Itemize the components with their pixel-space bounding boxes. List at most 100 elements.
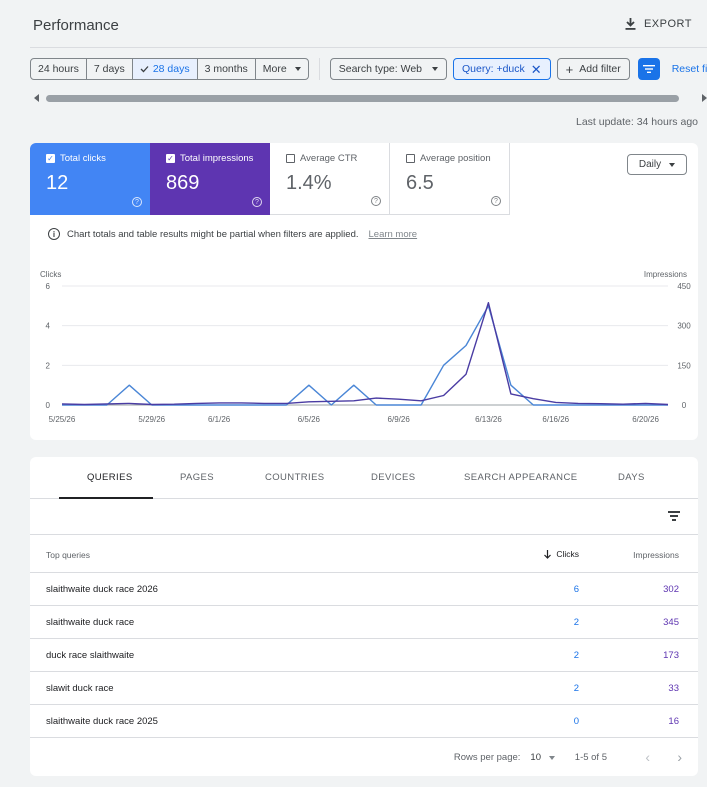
metric-value: 1.4% [286, 172, 332, 194]
tab-countries[interactable]: COUNTRIES [265, 472, 325, 483]
caret-down-icon [549, 755, 555, 760]
caret-down-icon [294, 67, 301, 71]
add-filter-label: Add filter [579, 63, 621, 75]
granularity-dropdown[interactable]: Daily [627, 154, 687, 175]
checkmark-icon [140, 66, 149, 73]
tab-devices[interactable]: DEVICES [371, 472, 416, 483]
series-line-clicks [62, 305, 668, 406]
scrollbar-thumb[interactable] [46, 95, 679, 102]
x-tick-label: 5/29/26 [138, 415, 165, 424]
arrow-down-icon [544, 549, 552, 559]
query-cell: duck race slaithwaite [46, 650, 135, 661]
metric-total-impressions[interactable]: ✓ Total impressions 869 ? [150, 143, 270, 215]
table-toolbar [30, 499, 698, 535]
x-tick-label: 6/16/26 [542, 415, 569, 424]
y-left-axis-label: Clicks [40, 270, 61, 279]
export-label: EXPORT [643, 18, 692, 30]
checkbox-icon[interactable]: ✓ [46, 153, 55, 163]
query-cell: slaithwaite duck race [46, 617, 135, 628]
query-cell: slawit duck race [46, 683, 114, 694]
y-right-tick-label: 300 [677, 322, 691, 331]
metric-label: Total clicks [60, 153, 106, 164]
table-row[interactable]: duck race slaithwaite 2 173 [30, 639, 698, 672]
learn-more-link[interactable]: Learn more [368, 228, 418, 240]
help-icon[interactable]: ? [371, 196, 381, 206]
close-icon[interactable]: ✕ [530, 61, 542, 77]
metric-value: 869 [166, 172, 200, 194]
rows-per-page-select[interactable]: 10 [530, 752, 555, 763]
x-tick-label: 6/13/26 [475, 415, 502, 424]
metric-label: Average CTR [300, 153, 358, 164]
x-tick-label: 5/25/26 [49, 415, 76, 424]
metric-total-clicks[interactable]: ✓ Total clicks 12 ? [30, 143, 150, 215]
x-tick-label: 6/1/26 [208, 415, 231, 424]
add-filter-button[interactable]: + Add filter [556, 58, 630, 80]
search-type-chip[interactable]: Search type: Web [329, 58, 448, 80]
filter-rows-icon[interactable] [668, 511, 680, 521]
metric-average-ctr[interactable]: Average CTR 1.4% ? [270, 143, 390, 215]
y-left-tick-label: 4 [46, 322, 51, 331]
impressions-cell: 33 [668, 683, 679, 694]
filter-settings-button[interactable] [637, 58, 660, 80]
date-range-28-days[interactable]: 28 days [132, 59, 198, 79]
scroll-left-icon[interactable] [34, 94, 39, 102]
scroll-right-icon[interactable] [702, 94, 707, 102]
download-icon [625, 18, 636, 30]
x-tick-label: 6/5/26 [298, 415, 321, 424]
date-range-more-label: More [262, 63, 287, 75]
query-cell: slaithwaite duck race 2025 [46, 716, 158, 727]
chevron-left-icon[interactable]: ‹ [645, 749, 650, 765]
export-button[interactable]: EXPORT [625, 18, 692, 30]
date-range-more[interactable]: More [256, 59, 308, 79]
tab-queries[interactable]: QUERIES [87, 472, 133, 483]
column-header-impressions[interactable]: Impressions [633, 550, 679, 560]
impressions-cell: 16 [668, 716, 679, 727]
chevron-right-icon[interactable]: › [677, 749, 682, 765]
checkbox-icon[interactable] [406, 154, 415, 163]
reset-filters-link[interactable]: Reset filte [671, 63, 707, 75]
date-range-3-months[interactable]: 3 months [198, 59, 256, 79]
tab-search-appearance[interactable]: SEARCH APPEARANCE [464, 472, 578, 483]
checkbox-icon[interactable] [286, 154, 295, 163]
column-header-query[interactable]: Top queries [46, 550, 90, 560]
search-type-label: Search type: Web [338, 63, 423, 75]
rows-per-page-label: Rows per page: [453, 752, 521, 763]
date-range-24-hours[interactable]: 24 hours [31, 59, 87, 79]
help-icon[interactable]: ? [491, 196, 501, 206]
clicks-cell: 0 [573, 716, 579, 727]
filter-divider [318, 58, 320, 80]
horizontal-scrollbar[interactable] [32, 91, 707, 105]
query-cell: slaithwaite duck race 2026 [46, 584, 158, 595]
performance-line-chart: 0 2 4 6 0 150 300 450 Clicks Impressions 5/25/26 5/… [40, 270, 691, 424]
metric-label: Total impressions [180, 153, 254, 164]
tab-pages[interactable]: PAGES [180, 472, 215, 483]
last-update-text: Last update: 34 hours ago [575, 116, 698, 128]
caret-down-icon [669, 162, 676, 167]
rows-per-page: Rows per page: 10 [454, 752, 555, 763]
plus-icon: + [565, 61, 574, 77]
clicks-cell: 2 [573, 683, 579, 694]
clicks-cell: 2 [573, 617, 579, 628]
y-right-tick-label: 450 [677, 282, 691, 291]
filter-list-icon [642, 65, 655, 73]
help-icon[interactable]: ? [132, 197, 142, 207]
help-icon[interactable]: ? [252, 197, 262, 207]
clicks-cell: 2 [573, 650, 579, 661]
table-row[interactable]: slaithwaite duck race 2025 0 16 [30, 705, 698, 738]
y-left-tick-label: 2 [46, 361, 51, 370]
rows-per-page-value: 10 [530, 752, 541, 763]
table-row[interactable]: slaithwaite duck race 2026 6 302 [30, 573, 698, 606]
checkbox-icon[interactable]: ✓ [166, 153, 175, 163]
metric-average-position[interactable]: Average position 6.5 ? [390, 143, 510, 215]
granularity-label: Daily [638, 159, 662, 170]
table-row[interactable]: slawit duck race 2 33 [30, 672, 698, 705]
y-left-tick-label: 6 [46, 282, 51, 291]
column-header-clicks[interactable]: Clicks [544, 549, 579, 559]
y-left-tick-label: 0 [46, 401, 51, 410]
query-filter-chip[interactable]: Query: +duck ✕ [453, 58, 551, 80]
date-range-7-days[interactable]: 7 days [87, 59, 133, 79]
tab-days[interactable]: DAYS [618, 472, 645, 483]
series-line-impressions [61, 302, 669, 406]
table-row[interactable]: slaithwaite duck race 2 345 [30, 606, 698, 639]
y-right-axis-label: Impressions [644, 270, 687, 279]
